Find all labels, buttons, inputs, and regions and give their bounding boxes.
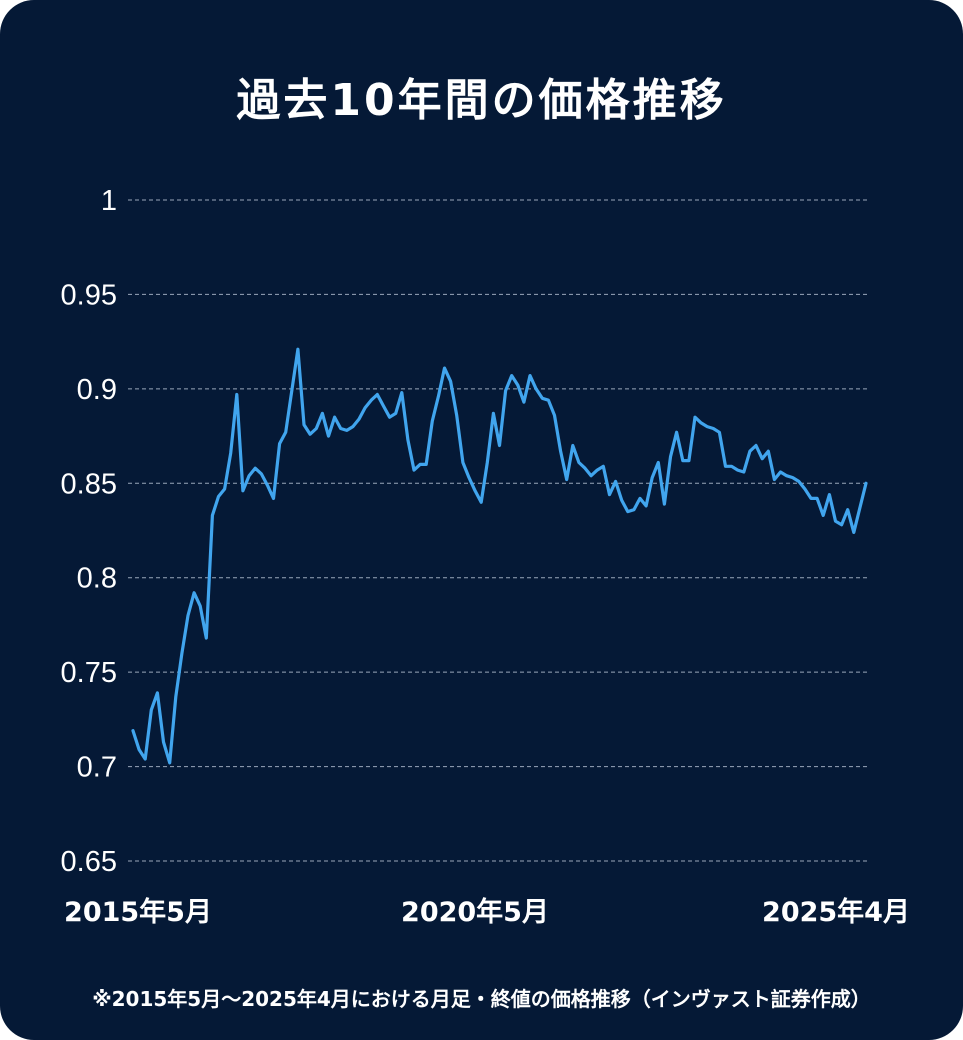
y-tick-label: 0.95 xyxy=(61,279,117,311)
y-tick-label: 0.85 xyxy=(61,468,117,500)
y-tick-label: 0.65 xyxy=(61,846,117,878)
x-tick-label: 2025年4月 xyxy=(762,896,910,928)
x-tick-label: 2020年5月 xyxy=(401,896,549,928)
y-tick-label: 1 xyxy=(101,185,117,217)
y-tick-label: 0.9 xyxy=(77,374,117,406)
y-tick-label: 0.8 xyxy=(77,563,117,595)
y-tick-label: 0.7 xyxy=(77,752,117,784)
chart-title: 過去10年間の価格推移 xyxy=(236,75,727,126)
price-line xyxy=(131,347,868,765)
y-tick-label: 0.75 xyxy=(61,657,117,689)
x-tick-label: 2015年5月 xyxy=(64,896,212,928)
footnote: ※2015年5月～2025年4月における月足・終値の価格推移（インヴァスト証券作… xyxy=(92,987,871,1011)
